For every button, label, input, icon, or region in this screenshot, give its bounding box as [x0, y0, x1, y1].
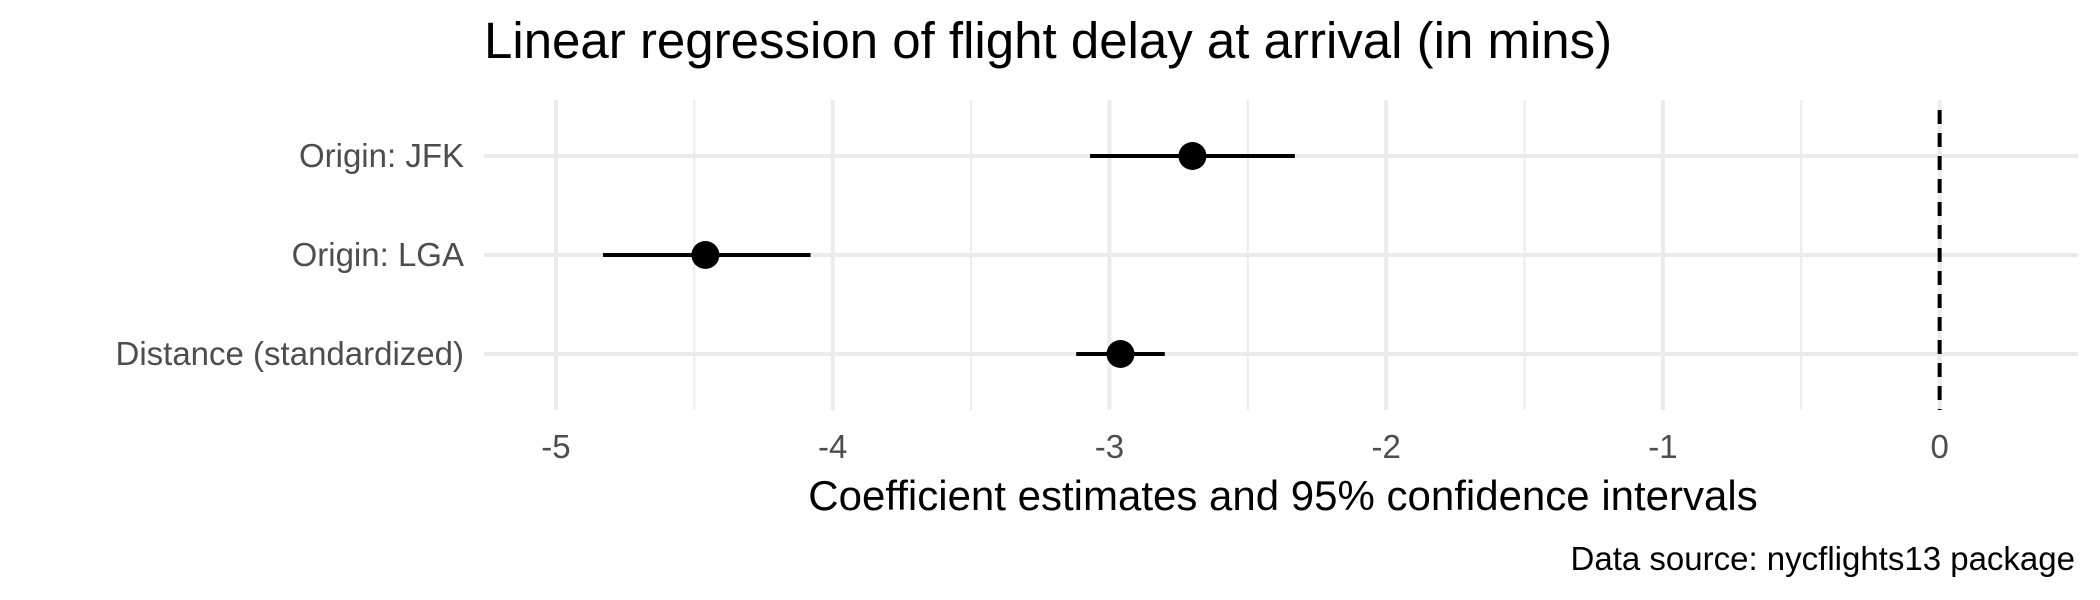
x-tick-label: -3: [1095, 428, 1124, 465]
data-source-caption: Data source: nycflights13 package: [1571, 540, 2075, 577]
estimate-points: [691, 142, 1207, 368]
x-tick-label: 0: [1930, 428, 1948, 465]
estimate-point: [1106, 340, 1135, 368]
y-tick-label: Distance (standardized): [116, 335, 465, 372]
x-tick-label: -2: [1371, 428, 1400, 465]
major-gridlines: [484, 100, 2078, 410]
estimate-point: [691, 241, 720, 269]
x-axis-title: Coefficient estimates and 95% confidence…: [808, 472, 1757, 519]
y-tick-label: Origin: JFK: [299, 137, 464, 174]
x-tick-label: -4: [818, 428, 847, 465]
y-tick-label: Origin: LGA: [292, 236, 464, 273]
y-tick-labels: Origin: JFK Origin: LGA Distance (standard…: [116, 137, 465, 372]
estimate-point: [1178, 142, 1207, 170]
x-tick-label: -5: [541, 428, 570, 465]
x-tick-label: -1: [1648, 428, 1677, 465]
x-tick-labels: -5 -4 -3 -2 -1 0: [541, 428, 1949, 465]
chart-title: Linear regression of flight delay at arr…: [484, 12, 1612, 69]
